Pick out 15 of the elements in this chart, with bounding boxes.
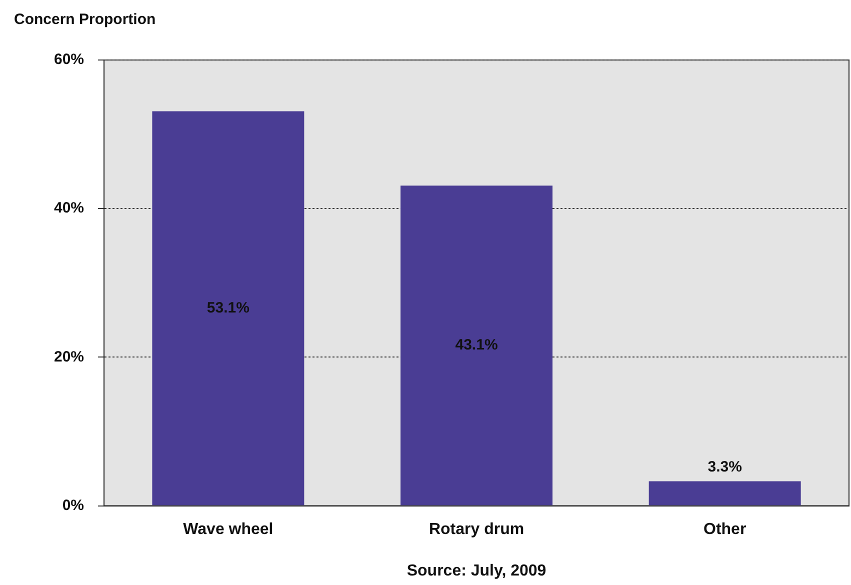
source-note: Source: July, 2009	[406, 562, 546, 580]
bar	[648, 481, 801, 506]
data-label: 3.3%	[708, 458, 742, 476]
y-tick-label: 0%	[62, 496, 84, 514]
y-tick-label: 40%	[54, 200, 84, 217]
y-tick-label: 20%	[54, 348, 84, 366]
bar	[400, 186, 552, 506]
data-label: 43.1%	[455, 336, 498, 354]
x-tick-label: Rotary drum	[428, 520, 524, 538]
data-label: 53.1%	[206, 299, 250, 316]
y-axis-title: Concern Proportion	[14, 11, 156, 28]
x-tick-label: Other	[704, 520, 746, 538]
bar	[152, 111, 304, 506]
x-tick-label: Wave wheel	[183, 520, 274, 538]
y-tick-label: 60%	[54, 51, 84, 68]
